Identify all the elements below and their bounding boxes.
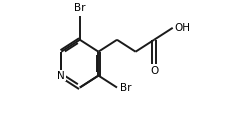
Text: OH: OH <box>175 23 191 33</box>
Text: Br: Br <box>120 83 131 92</box>
Text: N: N <box>57 71 65 81</box>
Text: Br: Br <box>74 3 86 13</box>
Text: O: O <box>150 66 158 76</box>
